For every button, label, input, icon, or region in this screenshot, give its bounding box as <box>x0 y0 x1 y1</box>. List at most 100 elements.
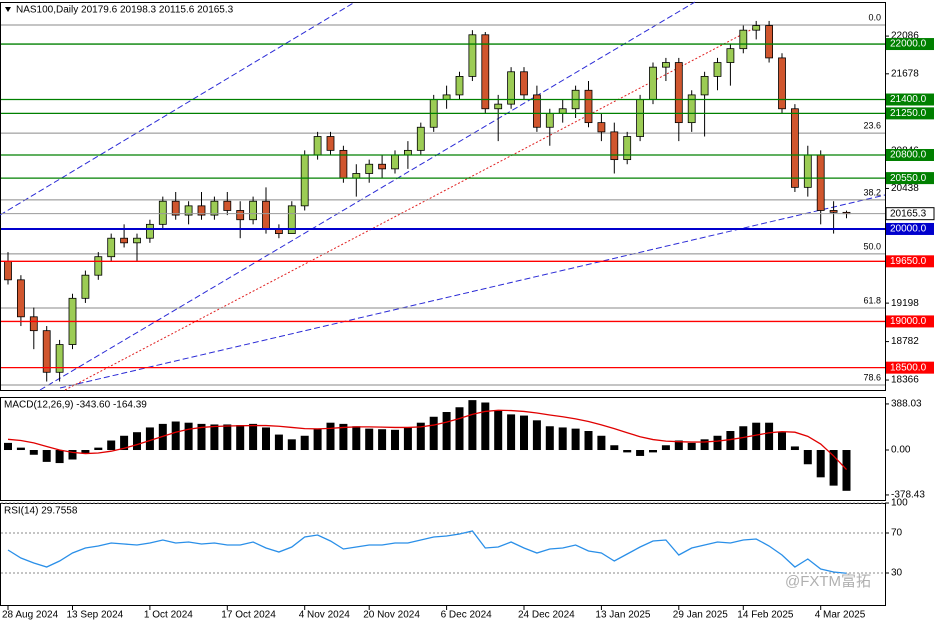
macd-bar <box>816 450 825 478</box>
candle-body <box>326 136 335 151</box>
macd-header: MACD(12,26,9) -343.60 -164.39 <box>4 400 147 411</box>
candle-body <box>145 223 154 239</box>
macd-panel <box>0 397 886 501</box>
macd-bar <box>223 424 232 451</box>
candle-body <box>726 48 735 63</box>
candle-body <box>520 71 528 96</box>
candle-body <box>55 344 64 373</box>
candle-body <box>803 154 812 188</box>
candle-body <box>700 76 709 96</box>
macd-bar <box>700 439 709 451</box>
candle-body <box>29 316 38 332</box>
candle-body <box>197 205 206 216</box>
y-tick-label: 22086 <box>891 31 919 42</box>
y-tick-label: 388.03 <box>891 399 922 410</box>
level-box <box>886 222 934 235</box>
candle-body <box>287 205 296 234</box>
candle-body <box>674 62 683 124</box>
candle-body <box>210 200 219 216</box>
candle-body <box>223 200 232 211</box>
menu-arrow[interactable] <box>5 7 11 12</box>
macd-bar <box>790 446 799 451</box>
macd-bar <box>391 429 399 451</box>
y-tick-label: 0.00 <box>891 445 911 456</box>
x-tick-label: 24 Dec 2024 <box>518 610 575 621</box>
macd-bar <box>197 423 206 451</box>
level-label: 20000.0 <box>890 224 927 235</box>
macd-bar <box>623 450 632 453</box>
candle-body <box>597 122 606 133</box>
x-tick-label: 17 Oct 2024 <box>221 610 276 621</box>
macd-bar <box>610 445 619 451</box>
candle-body <box>4 260 12 281</box>
candle-body <box>236 210 245 221</box>
macd-bar <box>352 426 361 451</box>
macd-bar <box>249 423 258 451</box>
macd-bar <box>507 414 516 451</box>
macd-bar <box>532 420 541 451</box>
candle-body <box>94 256 103 276</box>
level-box <box>886 255 934 268</box>
macd-bar <box>184 422 193 451</box>
candle-body <box>545 112 554 128</box>
x-tick-label: 13 Sep 2024 <box>67 610 124 621</box>
macd-bar <box>262 427 270 451</box>
fib-label: 23.6 <box>863 120 881 130</box>
macd-bar <box>365 428 374 451</box>
macd-bar <box>468 400 477 451</box>
candle-body <box>507 71 516 105</box>
macd-bar <box>520 415 528 451</box>
x-tick-label: 6 Dec 2024 <box>441 610 493 621</box>
x-tick-label: 4 Nov 2024 <box>299 610 351 621</box>
macd-bar <box>842 450 851 491</box>
level-box <box>886 93 934 106</box>
macd-bar <box>68 450 77 460</box>
level-label: 21400.0 <box>890 94 927 105</box>
level-label: 18500.0 <box>890 362 927 373</box>
macd-bar <box>829 450 838 486</box>
x-tick-label: 4 Mar 2025 <box>815 610 866 621</box>
main-panel <box>0 2 886 391</box>
macd-bar <box>145 427 154 451</box>
rsi-line <box>7 530 847 574</box>
trendline <box>0 1 356 216</box>
macd-bar <box>42 450 51 462</box>
macd-bar <box>94 447 103 451</box>
y-tick-label: 21678 <box>891 68 919 79</box>
macd-bar <box>16 447 25 451</box>
macd-bar <box>29 450 38 455</box>
candle-body <box>352 173 361 179</box>
candle-body <box>120 237 128 244</box>
trendline <box>59 194 886 389</box>
x-tick-label: 14 Feb 2025 <box>737 610 794 621</box>
macd-bar <box>481 402 490 451</box>
macd-bar <box>726 431 735 451</box>
candle-body <box>416 126 425 151</box>
macd-bar <box>416 422 425 451</box>
y-tick-label: 18366 <box>891 375 919 386</box>
y-tick-label: 18782 <box>891 336 919 347</box>
candle-body <box>558 108 567 114</box>
candle-body <box>481 34 490 110</box>
macd-bar <box>584 431 593 451</box>
candle-body <box>249 200 258 221</box>
level-label: 21250.0 <box>890 108 927 119</box>
macd-bar <box>674 440 683 451</box>
candle-body <box>184 205 193 216</box>
candle-body <box>391 154 399 170</box>
candle-body <box>158 200 167 225</box>
macd-bar <box>494 410 503 451</box>
watermark: @FXTM富拓 <box>785 572 871 590</box>
fib-label: 61.8 <box>863 295 881 305</box>
candle-body <box>313 136 322 156</box>
macd-bar <box>649 450 657 453</box>
level-box <box>886 38 934 51</box>
candle-body <box>623 136 632 161</box>
macd-bar <box>81 450 90 454</box>
candle-body <box>829 210 838 213</box>
macd-bar <box>442 412 451 451</box>
candle-body <box>403 149 412 156</box>
level-label: 19000.0 <box>890 316 927 327</box>
